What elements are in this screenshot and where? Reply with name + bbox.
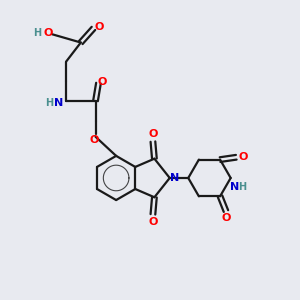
Text: H: H <box>238 182 247 192</box>
Text: O: O <box>94 22 104 32</box>
Text: O: O <box>97 77 107 87</box>
Text: O: O <box>148 217 158 227</box>
Text: O: O <box>238 152 247 162</box>
Text: H: H <box>34 28 42 38</box>
Text: O: O <box>89 135 99 145</box>
Text: H: H <box>45 98 53 108</box>
Text: O: O <box>221 213 231 224</box>
Text: N: N <box>54 98 63 108</box>
Text: O: O <box>148 129 158 139</box>
Text: N: N <box>170 173 180 183</box>
Text: N: N <box>230 182 239 192</box>
Text: O: O <box>44 28 53 38</box>
